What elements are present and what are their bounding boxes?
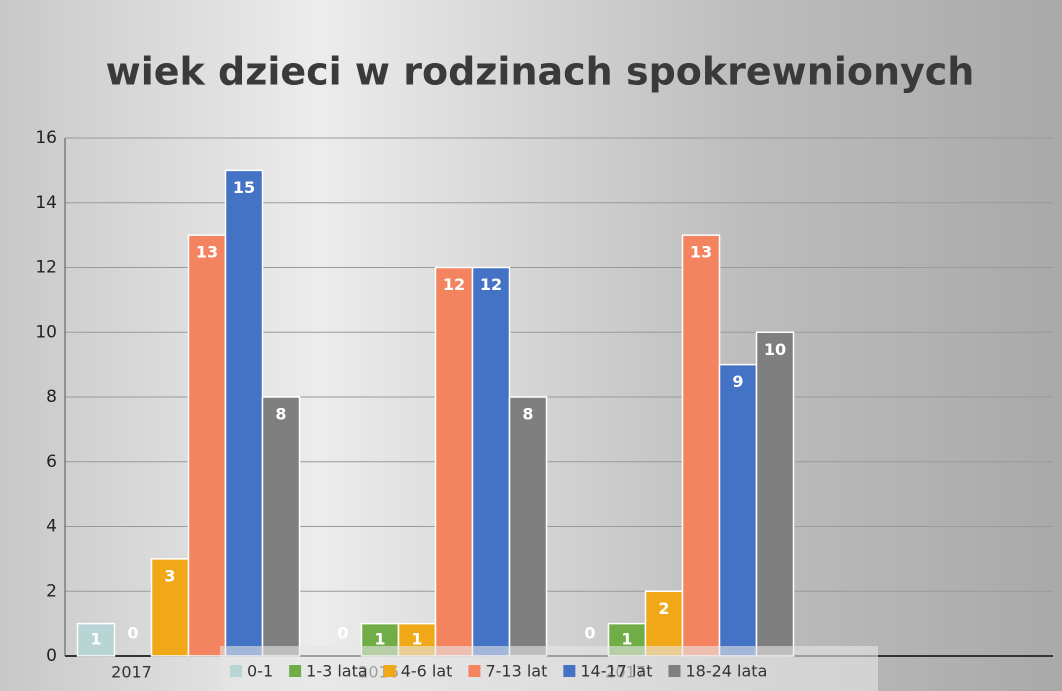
y-tick-label: 10: [35, 322, 57, 342]
y-tick-label: 14: [35, 193, 57, 213]
value-label: 0: [584, 624, 595, 643]
legend-swatch: [383, 665, 396, 677]
bar: [718, 363, 758, 657]
legend-swatch: [668, 665, 681, 677]
legend-swatch: [468, 665, 481, 677]
value-label: 0: [127, 624, 138, 643]
legend-label: 4-6 lat: [401, 662, 453, 681]
bar: [644, 590, 684, 657]
value-label: 15: [233, 178, 255, 197]
bar: [681, 234, 721, 657]
value-label: 8: [522, 405, 533, 424]
value-label: 1: [411, 629, 422, 648]
y-tick-label: 6: [46, 452, 57, 472]
value-label: 9: [732, 372, 743, 391]
value-label: 1: [621, 629, 632, 648]
legend-swatch: [289, 665, 302, 677]
x-tick-label: 2017: [111, 663, 152, 682]
legend-label: 1-3 lata: [306, 662, 368, 681]
value-label: 3: [164, 566, 175, 585]
bar: [755, 331, 795, 657]
y-tick-label: 0: [46, 646, 57, 666]
value-label: 12: [480, 275, 502, 294]
y-tick-label: 2: [46, 581, 57, 601]
value-label: 8: [275, 405, 286, 424]
legend: 0-1 1-3 lata 4-6 lat 7-13 lat 14-17 lat 18-24…: [220, 646, 878, 691]
bar: [508, 396, 548, 657]
value-label: 13: [690, 243, 712, 262]
bar: [261, 396, 301, 657]
bar: [434, 266, 474, 657]
value-label: 2: [658, 599, 669, 618]
bar: [471, 266, 511, 657]
y-tick-label: 12: [35, 258, 57, 278]
legend-box: [220, 646, 878, 691]
legend-label: 14-17 lat: [580, 662, 652, 681]
bar: [224, 169, 264, 657]
value-label: 13: [196, 243, 218, 262]
y-tick-label: 4: [46, 517, 57, 537]
value-label: 0: [337, 624, 348, 643]
value-label: 1: [90, 629, 101, 648]
legend-label: 7-13 lat: [485, 662, 547, 681]
y-tick-label: 16: [35, 128, 57, 148]
value-label: 1: [374, 629, 385, 648]
value-label: 12: [443, 275, 465, 294]
y-tick-label: 8: [46, 387, 57, 407]
legend-label: 18-24 lata: [685, 662, 767, 681]
legend-label: 0-1: [247, 662, 273, 681]
bar: [76, 622, 116, 657]
chart-title: wiek dzieci w rodzinach spokrewnionych: [106, 50, 975, 94]
legend-swatch: [563, 665, 576, 677]
value-label: 10: [764, 340, 786, 359]
legend-swatch: [230, 665, 242, 677]
bar: [187, 234, 227, 657]
